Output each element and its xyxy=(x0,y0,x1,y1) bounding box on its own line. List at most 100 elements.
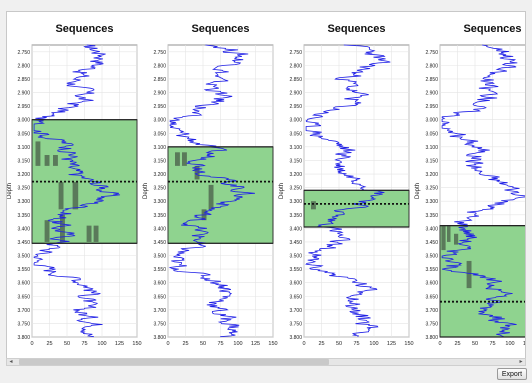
y-tick-label: 3.450 xyxy=(17,240,30,246)
y-tick-label: 2.750 xyxy=(425,50,438,56)
chart-title: Sequences xyxy=(55,23,113,35)
x-tick-label: 0 xyxy=(166,341,169,347)
y-tick-label: 2.850 xyxy=(289,77,302,83)
scroll-left-icon[interactable]: ◂ xyxy=(9,359,13,365)
x-tick-label: 125 xyxy=(115,341,124,347)
y-tick-label: 3.400 xyxy=(289,226,302,232)
y-tick-label: 3.650 xyxy=(153,294,166,300)
y-axis-label: Depth xyxy=(7,183,13,199)
y-tick-label: 3.500 xyxy=(17,254,30,260)
y-tick-label: 2.900 xyxy=(17,91,30,97)
log-curve xyxy=(33,44,121,338)
y-tick-label: 3.000 xyxy=(153,118,166,124)
y-tick-label: 3.350 xyxy=(289,213,302,219)
sequence-bar xyxy=(441,225,446,251)
sequence-bar xyxy=(194,165,200,180)
x-tick-label: 100 xyxy=(233,341,242,347)
sequence-panels: Sequences 2.750 2.800 2.850 2.900 2.950 3.000 3… xyxy=(7,23,525,347)
y-tick-label: 3.200 xyxy=(425,172,438,178)
y-tick-label: 3.800 xyxy=(17,335,30,341)
y-tick-label: 2.900 xyxy=(425,91,438,97)
y-tick-label: 3.750 xyxy=(289,321,302,327)
y-tick-label: 3.200 xyxy=(17,172,30,178)
x-tick-label: 0 xyxy=(302,341,305,347)
y-tick-label: 2.800 xyxy=(425,63,438,69)
y-tick-label: 3.750 xyxy=(425,321,438,327)
y-tick-label: 2.750 xyxy=(289,50,302,56)
y-tick-label: 3.250 xyxy=(153,186,166,192)
y-tick-label: 2.850 xyxy=(425,77,438,83)
sequence-bar xyxy=(86,225,92,242)
y-tick-label: 3.300 xyxy=(289,199,302,205)
y-tick-label: 3.500 xyxy=(425,254,438,260)
y-tick-label: 2.950 xyxy=(289,104,302,110)
y-tick-label: 2.850 xyxy=(153,77,166,83)
x-tick-label: 0 xyxy=(438,341,441,347)
y-axis-label: Depth xyxy=(415,183,421,199)
x-tick-label: 25 xyxy=(318,341,324,347)
chart-title: Sequences xyxy=(327,23,385,35)
sequence-bar xyxy=(454,233,459,245)
y-tick-label: 3.150 xyxy=(17,158,30,164)
y-tick-label: 3.800 xyxy=(425,335,438,341)
scroll-thumb[interactable] xyxy=(19,359,329,365)
y-tick-label: 3.400 xyxy=(17,226,30,232)
y-tick-label: 3.650 xyxy=(17,294,30,300)
y-tick-label: 3.600 xyxy=(289,281,302,287)
y-tick-label: 3.200 xyxy=(153,172,166,178)
y-tick-label: 3.200 xyxy=(289,172,302,178)
x-tick-label: 75 xyxy=(217,341,223,347)
y-tick-label: 3.800 xyxy=(289,335,302,341)
y-tick-label: 3.250 xyxy=(425,186,438,192)
y-tick-label: 3.600 xyxy=(153,281,166,287)
y-tick-label: 3.100 xyxy=(153,145,166,151)
horizontal-scrollbar[interactable]: ◂ ▸ xyxy=(6,358,526,366)
log-curve xyxy=(441,44,525,338)
x-tick-label: 125 xyxy=(251,341,260,347)
x-tick-label: 50 xyxy=(200,341,206,347)
y-tick-label: 3.700 xyxy=(153,308,166,314)
x-tick-label: 25 xyxy=(46,341,52,347)
y-tick-label: 2.950 xyxy=(153,104,166,110)
y-tick-label: 3.000 xyxy=(425,118,438,124)
y-tick-label: 3.700 xyxy=(289,308,302,314)
y-tick-label: 3.100 xyxy=(289,145,302,151)
y-tick-label: 3.450 xyxy=(425,240,438,246)
y-tick-label: 3.450 xyxy=(153,240,166,246)
x-tick-label: 75 xyxy=(353,341,359,347)
scroll-right-icon[interactable]: ▸ xyxy=(519,359,523,365)
sequences-view: Sequences 2.750 2.800 2.850 2.900 2.950 3.000 3… xyxy=(6,11,526,360)
x-tick-label: 50 xyxy=(472,341,478,347)
y-tick-label: 3.050 xyxy=(289,131,302,137)
y-tick-label: 3.150 xyxy=(289,158,302,164)
x-tick-label: 50 xyxy=(64,341,70,347)
x-tick-label: 25 xyxy=(454,341,460,347)
export-button[interactable]: Export xyxy=(497,368,527,380)
sequence-bar xyxy=(44,220,50,242)
sequence-panel: Sequences 2.750 2.800 2.850 2.900 2.950 3.000 3… xyxy=(415,23,525,347)
x-tick-label: 25 xyxy=(182,341,188,347)
y-tick-label: 3.600 xyxy=(425,281,438,287)
y-tick-label: 3.400 xyxy=(425,226,438,232)
sequence-panel: Sequences 2.750 2.800 2.850 2.900 2.950 3.000 3… xyxy=(7,23,142,347)
x-tick-label: 150 xyxy=(268,341,277,347)
sequence-bar xyxy=(208,184,214,210)
y-tick-label: 2.900 xyxy=(289,91,302,97)
y-tick-label: 3.350 xyxy=(153,213,166,219)
y-tick-label: 3.500 xyxy=(289,254,302,260)
sequence-bar xyxy=(447,225,451,242)
x-tick-label: 50 xyxy=(336,341,342,347)
y-tick-label: 3.300 xyxy=(425,199,438,205)
sequence-bar xyxy=(182,152,187,166)
sequence-panel: Sequences 2.750 2.800 2.850 2.900 2.950 3.000 3… xyxy=(279,23,414,347)
y-tick-label: 3.550 xyxy=(153,267,166,273)
y-tick-label: 3.700 xyxy=(425,308,438,314)
y-tick-label: 3.300 xyxy=(153,199,166,205)
y-axis-label: Depth xyxy=(279,183,285,199)
y-tick-label: 3.750 xyxy=(153,321,166,327)
y-tick-label: 2.800 xyxy=(289,63,302,69)
y-tick-label: 3.650 xyxy=(425,294,438,300)
sequence-bar xyxy=(53,155,58,166)
y-tick-label: 2.850 xyxy=(17,77,30,83)
sequence-bar xyxy=(72,182,79,210)
